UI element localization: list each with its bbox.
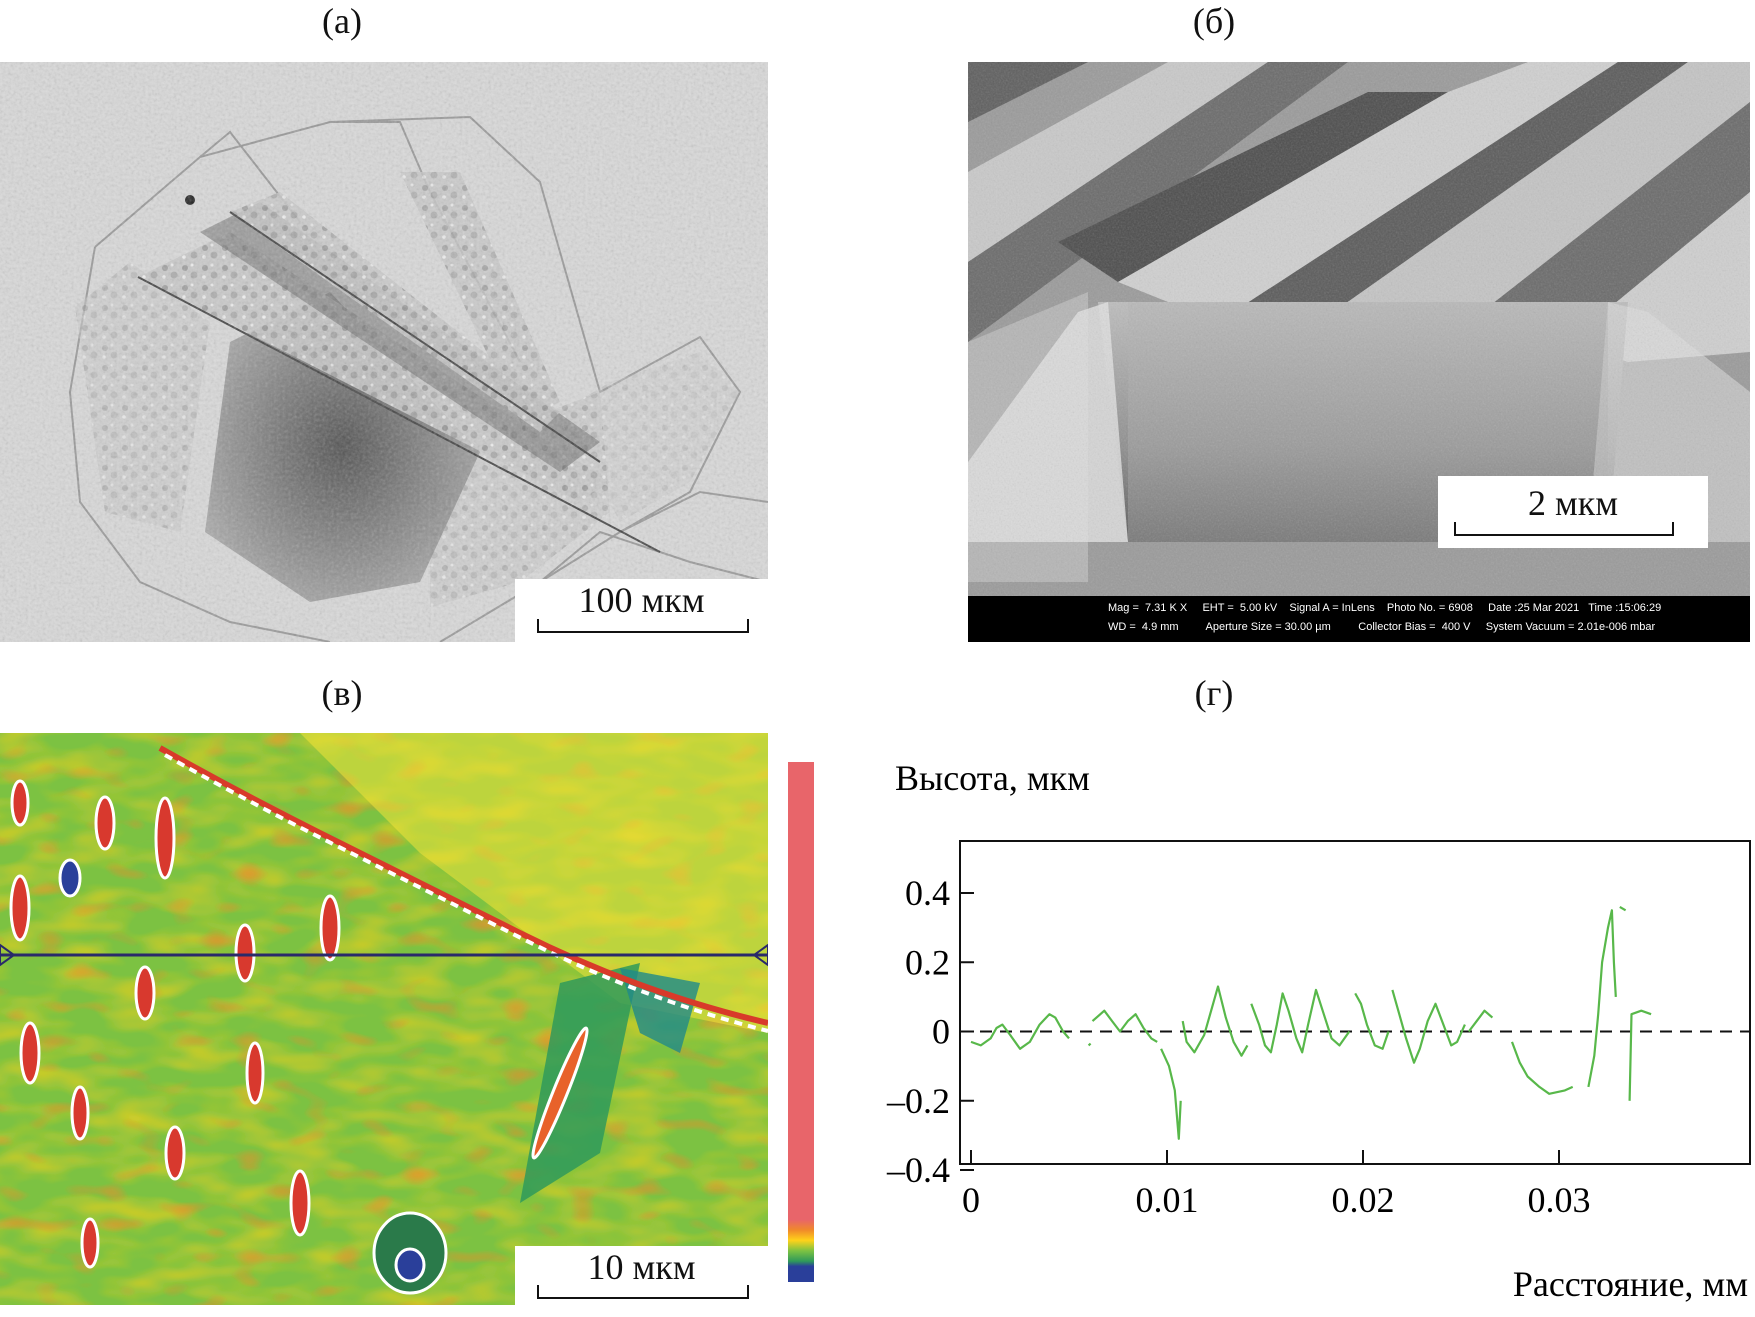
chart-x-tick-label: 0 <box>962 1180 980 1220</box>
chart-series-segment <box>1181 985 1249 1057</box>
scale-bar-label-a: 100 мкм <box>578 580 705 620</box>
scale-bar-tick <box>1672 522 1674 536</box>
chart-ylabel: Высота, мкм <box>895 758 1090 798</box>
chart-plot-frame <box>959 840 1751 1165</box>
label-panel-b: (б) <box>1192 1 1236 41</box>
chart-series-height-profile <box>970 905 1652 1140</box>
chart-x-tick-label: 0.02 <box>1332 1180 1395 1220</box>
scale-bar-label-v: 10 мкм <box>587 1247 696 1287</box>
scale-bar-line-b <box>1454 534 1674 536</box>
chart-series-segment <box>1510 1041 1574 1095</box>
chart-y-tick-label: 0.4 <box>905 873 950 913</box>
chart-series-segment <box>1619 905 1627 912</box>
scale-bar-tick <box>747 619 749 633</box>
chart-y-tick-label: –0.4 <box>886 1150 950 1190</box>
chart-y-tick-label: 0 <box>932 1012 950 1052</box>
chart-series-segment <box>1160 1048 1182 1140</box>
height-colorbar-gradient <box>788 762 814 1282</box>
sem-micrograph: 2 мкм Mag = 7.31 K X EHT = 5.00 kV Signa… <box>968 62 1750 642</box>
chart-series-segment <box>1354 992 1390 1050</box>
chart-series-segment <box>1091 1009 1158 1043</box>
sem-micrograph-image <box>968 62 1750 642</box>
optical-micrograph-image <box>0 62 768 642</box>
optical-micrograph: 100 мкм <box>0 62 768 642</box>
chart-x-ticks: 0 0.01 0.02 0.03 <box>962 1150 1591 1220</box>
scale-bar-tick <box>747 1285 749 1299</box>
chart-y-tick-label: –0.2 <box>886 1081 950 1121</box>
chart-series-segment <box>1391 989 1466 1064</box>
height-profile-chart: Высота, мкм Расстояние, мм 0.4 0.2 0 –0.2 –0… <box>868 750 1755 1312</box>
chart-x-tick-label: 0.03 <box>1528 1180 1591 1220</box>
scale-bar-line-a <box>537 631 749 633</box>
sem-info-line-2: WD = 4.9 mm Aperture Size = 30.00 µm Col… <box>1108 621 1656 633</box>
chart-y-ticks: 0.4 0.2 0 –0.2 –0.4 <box>886 873 974 1190</box>
chart-series-segment <box>1587 909 1617 1088</box>
chart-series-segment <box>1467 1009 1494 1033</box>
sem-info-line-1: Mag = 7.31 K X EHT = 5.00 kV Signal A = … <box>1108 602 1662 614</box>
scale-bar-label-b: 2 мкм <box>1527 483 1619 523</box>
height-map: 10 мкм <box>0 733 768 1305</box>
sem-info-bar: Mag = 7.31 K X EHT = 5.00 kV Signal A = … <box>968 596 1750 642</box>
scale-bar-v: 10 мкм <box>515 1246 768 1305</box>
scale-bar-b: 2 мкм <box>1438 476 1708 548</box>
label-panel-a: (а) <box>322 1 362 41</box>
chart-y-tick-label: 0.2 <box>905 942 950 982</box>
height-profile-svg: Высота, мкм Расстояние, мм 0.4 0.2 0 –0.2 –0… <box>886 758 1751 1304</box>
scale-bar-tick <box>1454 522 1456 536</box>
chart-x-tick-label: 0.01 <box>1136 1180 1199 1220</box>
chart-xlabel: Расстояние, мм <box>1513 1264 1748 1304</box>
scale-bar-tick <box>537 1285 539 1299</box>
scale-bar-line-v <box>537 1297 749 1299</box>
label-panel-v: (в) <box>321 673 363 713</box>
scale-bar-tick <box>537 619 539 633</box>
chart-series-segment <box>970 1013 1070 1050</box>
scale-bar-a: 100 мкм <box>515 579 768 642</box>
height-map-image <box>0 733 768 1305</box>
height-colorbar <box>788 762 814 1282</box>
chart-series-segment <box>1250 988 1351 1054</box>
label-panel-g: (г) <box>1194 673 1234 713</box>
chart-series-segment <box>1628 1009 1652 1101</box>
chart-series-segment <box>1087 1042 1092 1047</box>
